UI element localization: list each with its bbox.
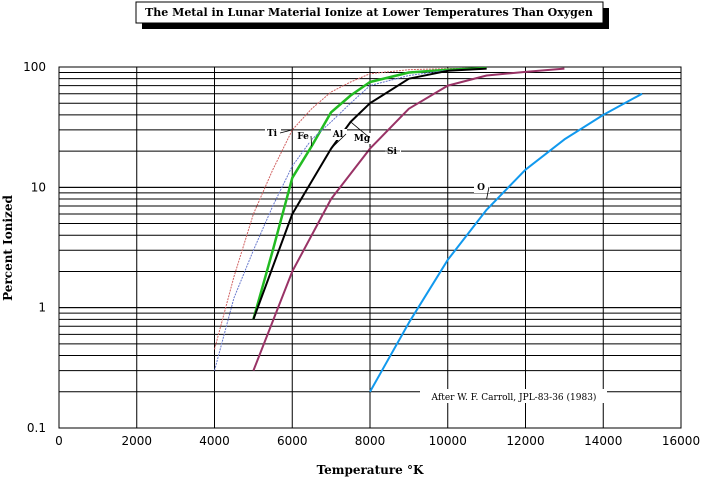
series-line-fe [252, 66, 487, 320]
credit-text: After W. F. Carroll, JPL-83-36 (1983) [431, 392, 597, 403]
series-label-leader [279, 129, 293, 134]
y-axis-label: Percent Ionized [1, 195, 15, 301]
series-label-si: Si [387, 147, 397, 157]
x-tick-label: 12000 [506, 434, 544, 448]
series-label-ti: Ti [267, 129, 278, 139]
series-lines [214, 66, 643, 393]
y-tick-label: 0.1 [27, 421, 46, 435]
series-label-box [296, 131, 312, 142]
series-line-al [214, 68, 487, 371]
chart-title-box: The Metal in Lunar Material Ionize at Lo… [135, 1, 609, 29]
series-label-leader [310, 135, 313, 147]
x-tick-label: 2000 [121, 434, 152, 448]
series-labels: Ti Fe Al Mg Si O [265, 121, 490, 200]
x-tick-label: 4000 [199, 434, 230, 448]
credit-box: After W. F. Carroll, JPL-83-36 (1983) [420, 389, 607, 403]
y-tick-label: 10 [31, 180, 46, 194]
series-label-box [331, 129, 347, 140]
series-label-al: Al [332, 130, 344, 140]
series-label-leader [486, 186, 490, 200]
series-line-ti [214, 67, 487, 350]
x-tick-label: 16000 [662, 434, 700, 448]
y-tick-label: 1 [38, 301, 46, 315]
series-label-leader [350, 121, 371, 139]
grid [58, 66, 682, 429]
series-label-o: O [477, 183, 485, 193]
chart-title: The Metal in Lunar Material Ionize at Lo… [145, 6, 593, 19]
y-tick-label: 100 [23, 60, 46, 74]
x-axis-label: Temperature °K [317, 463, 424, 477]
x-tick-label: 6000 [277, 434, 308, 448]
x-tick-label: 10000 [429, 434, 467, 448]
series-line-mg [252, 67, 487, 320]
series-label-fe: Fe [297, 132, 309, 142]
series-line-o [369, 92, 643, 393]
series-label-box [265, 128, 281, 139]
x-tick-label: 0 [55, 434, 63, 448]
series-label-box [474, 182, 490, 193]
series-label-box [355, 133, 371, 144]
series-label-mg: Mg [354, 134, 371, 144]
series-label-box [385, 146, 401, 157]
series-line-si [252, 67, 565, 371]
x-tick-label: 14000 [584, 434, 622, 448]
series-label-leader [330, 133, 347, 149]
x-tick-label: 8000 [355, 434, 386, 448]
tick-labels: 0 2000 4000 6000 8000 10000 12000 14000 16000 0.1… [23, 60, 700, 448]
